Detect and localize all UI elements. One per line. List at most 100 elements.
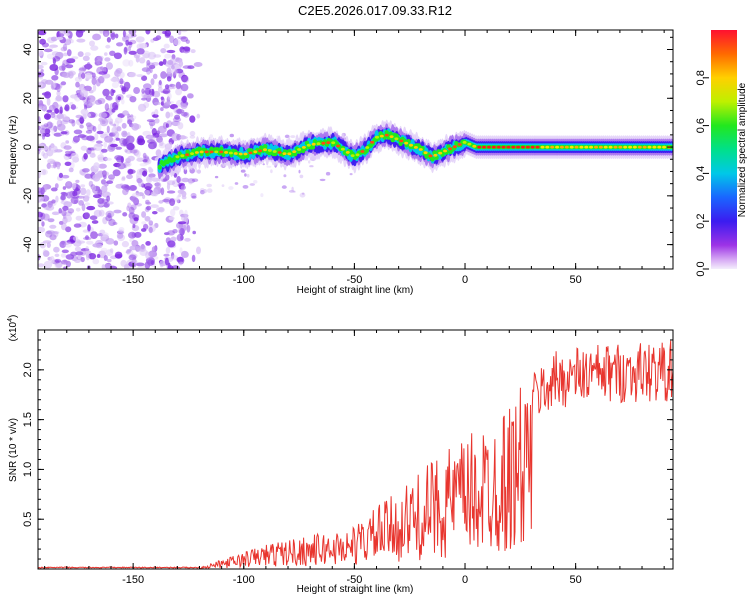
noise-blob <box>38 143 45 150</box>
noise-blob <box>58 52 64 59</box>
noise-blob <box>133 115 137 120</box>
colorbar-label: Normalized spectral amplitude <box>737 82 748 217</box>
noise-blob <box>55 36 64 41</box>
noise-blob <box>43 104 47 111</box>
noise-blob <box>135 245 141 252</box>
noise-blob <box>159 139 164 147</box>
noise-blob <box>65 64 74 69</box>
noise-blob <box>246 173 250 178</box>
noise-blob <box>111 126 119 135</box>
noise-blob <box>109 50 116 56</box>
noise-blob <box>174 114 181 120</box>
noise-blob <box>83 101 88 104</box>
noise-blob <box>184 209 188 218</box>
noise-blob <box>75 251 84 256</box>
noise-blob <box>185 39 190 44</box>
noise-blob <box>148 220 154 226</box>
noise-blob <box>46 230 56 235</box>
noise-blob <box>52 161 57 169</box>
ridge-peak <box>326 141 331 145</box>
noise-blob <box>111 81 119 89</box>
y-tick-label: 0.5 <box>22 512 34 527</box>
noise-blob <box>141 211 147 218</box>
noise-blob <box>49 145 58 154</box>
noise-blob <box>186 224 191 233</box>
ridge-peak <box>418 148 423 151</box>
noise-blob <box>42 240 52 244</box>
noise-blob <box>164 257 169 266</box>
noise-blob <box>101 232 109 238</box>
noise-blob <box>65 150 71 155</box>
noise-blob <box>63 266 67 269</box>
noise-blob <box>173 38 181 46</box>
noise-blob <box>50 36 58 42</box>
ridge-cell <box>263 144 268 150</box>
ridge-peak <box>224 151 229 154</box>
noise-blob <box>262 163 265 166</box>
noise-blob <box>121 177 126 182</box>
noise-blob <box>41 79 48 85</box>
noise-blob <box>95 78 101 87</box>
noise-blob <box>75 179 80 183</box>
noise-blob <box>46 53 55 59</box>
noise-blob <box>80 72 86 79</box>
ridge-peak <box>375 135 379 139</box>
noise-blob <box>59 106 63 114</box>
noise-blob <box>181 250 189 258</box>
noise-blob <box>58 65 66 71</box>
ridge-peak <box>355 153 360 157</box>
noise-blob <box>144 190 150 196</box>
noise-blob <box>101 185 108 193</box>
noise-blob <box>100 247 108 252</box>
noise-blob <box>102 66 107 73</box>
noise-blob <box>179 247 183 254</box>
noise-blob <box>180 36 189 42</box>
snr-panel: -150 -100 -50 0 50 0.5 1.0 1.5 2.0 Height of str… <box>7 315 674 595</box>
noise-blob <box>93 143 102 151</box>
noise-blob <box>349 173 353 176</box>
noise-blob <box>166 190 176 194</box>
ridge-peak <box>569 145 574 149</box>
noise-blob <box>128 30 137 35</box>
noise-blob <box>187 178 196 184</box>
noise-blob <box>177 30 182 36</box>
noise-blob <box>72 135 80 143</box>
noise-blob <box>128 59 134 67</box>
noise-blob <box>105 238 115 245</box>
ridge-peak <box>477 145 482 149</box>
ridge-peak <box>579 145 584 149</box>
noise-blob <box>301 192 305 195</box>
noise-blob <box>40 187 45 195</box>
noise-blob <box>89 40 95 47</box>
ridge-cell <box>310 144 316 150</box>
noise-blob <box>153 256 159 260</box>
noise-blob <box>190 49 196 54</box>
noise-blob <box>102 250 107 254</box>
noise-blob <box>46 149 54 157</box>
x-tick-label: -50 <box>346 574 362 586</box>
ridge-peak <box>253 150 258 154</box>
y-tick-label: -20 <box>22 188 34 204</box>
noise-blob <box>56 164 61 170</box>
noise-blob <box>74 258 81 263</box>
noise-blob <box>97 97 106 105</box>
noise-blob <box>85 130 93 134</box>
noise-blob <box>39 100 44 107</box>
noise-blob <box>56 113 64 120</box>
noise-blob <box>65 38 71 43</box>
noise-blob <box>124 264 129 269</box>
ridge-peak <box>389 135 394 139</box>
noise-blob <box>65 140 70 144</box>
ridge-peak <box>457 143 462 146</box>
snr-y-label: SNR (10 * v/v) <box>8 418 19 482</box>
noise-blob <box>121 240 129 248</box>
ridge-peak <box>321 141 326 145</box>
noise-blob <box>141 75 148 81</box>
noise-blob <box>171 65 175 70</box>
noise-blob <box>150 260 155 266</box>
noise-blob <box>270 169 273 174</box>
noise-blob <box>146 119 155 123</box>
noise-blob <box>177 122 184 130</box>
noise-blob <box>38 226 46 233</box>
ridge-peak <box>594 145 598 149</box>
